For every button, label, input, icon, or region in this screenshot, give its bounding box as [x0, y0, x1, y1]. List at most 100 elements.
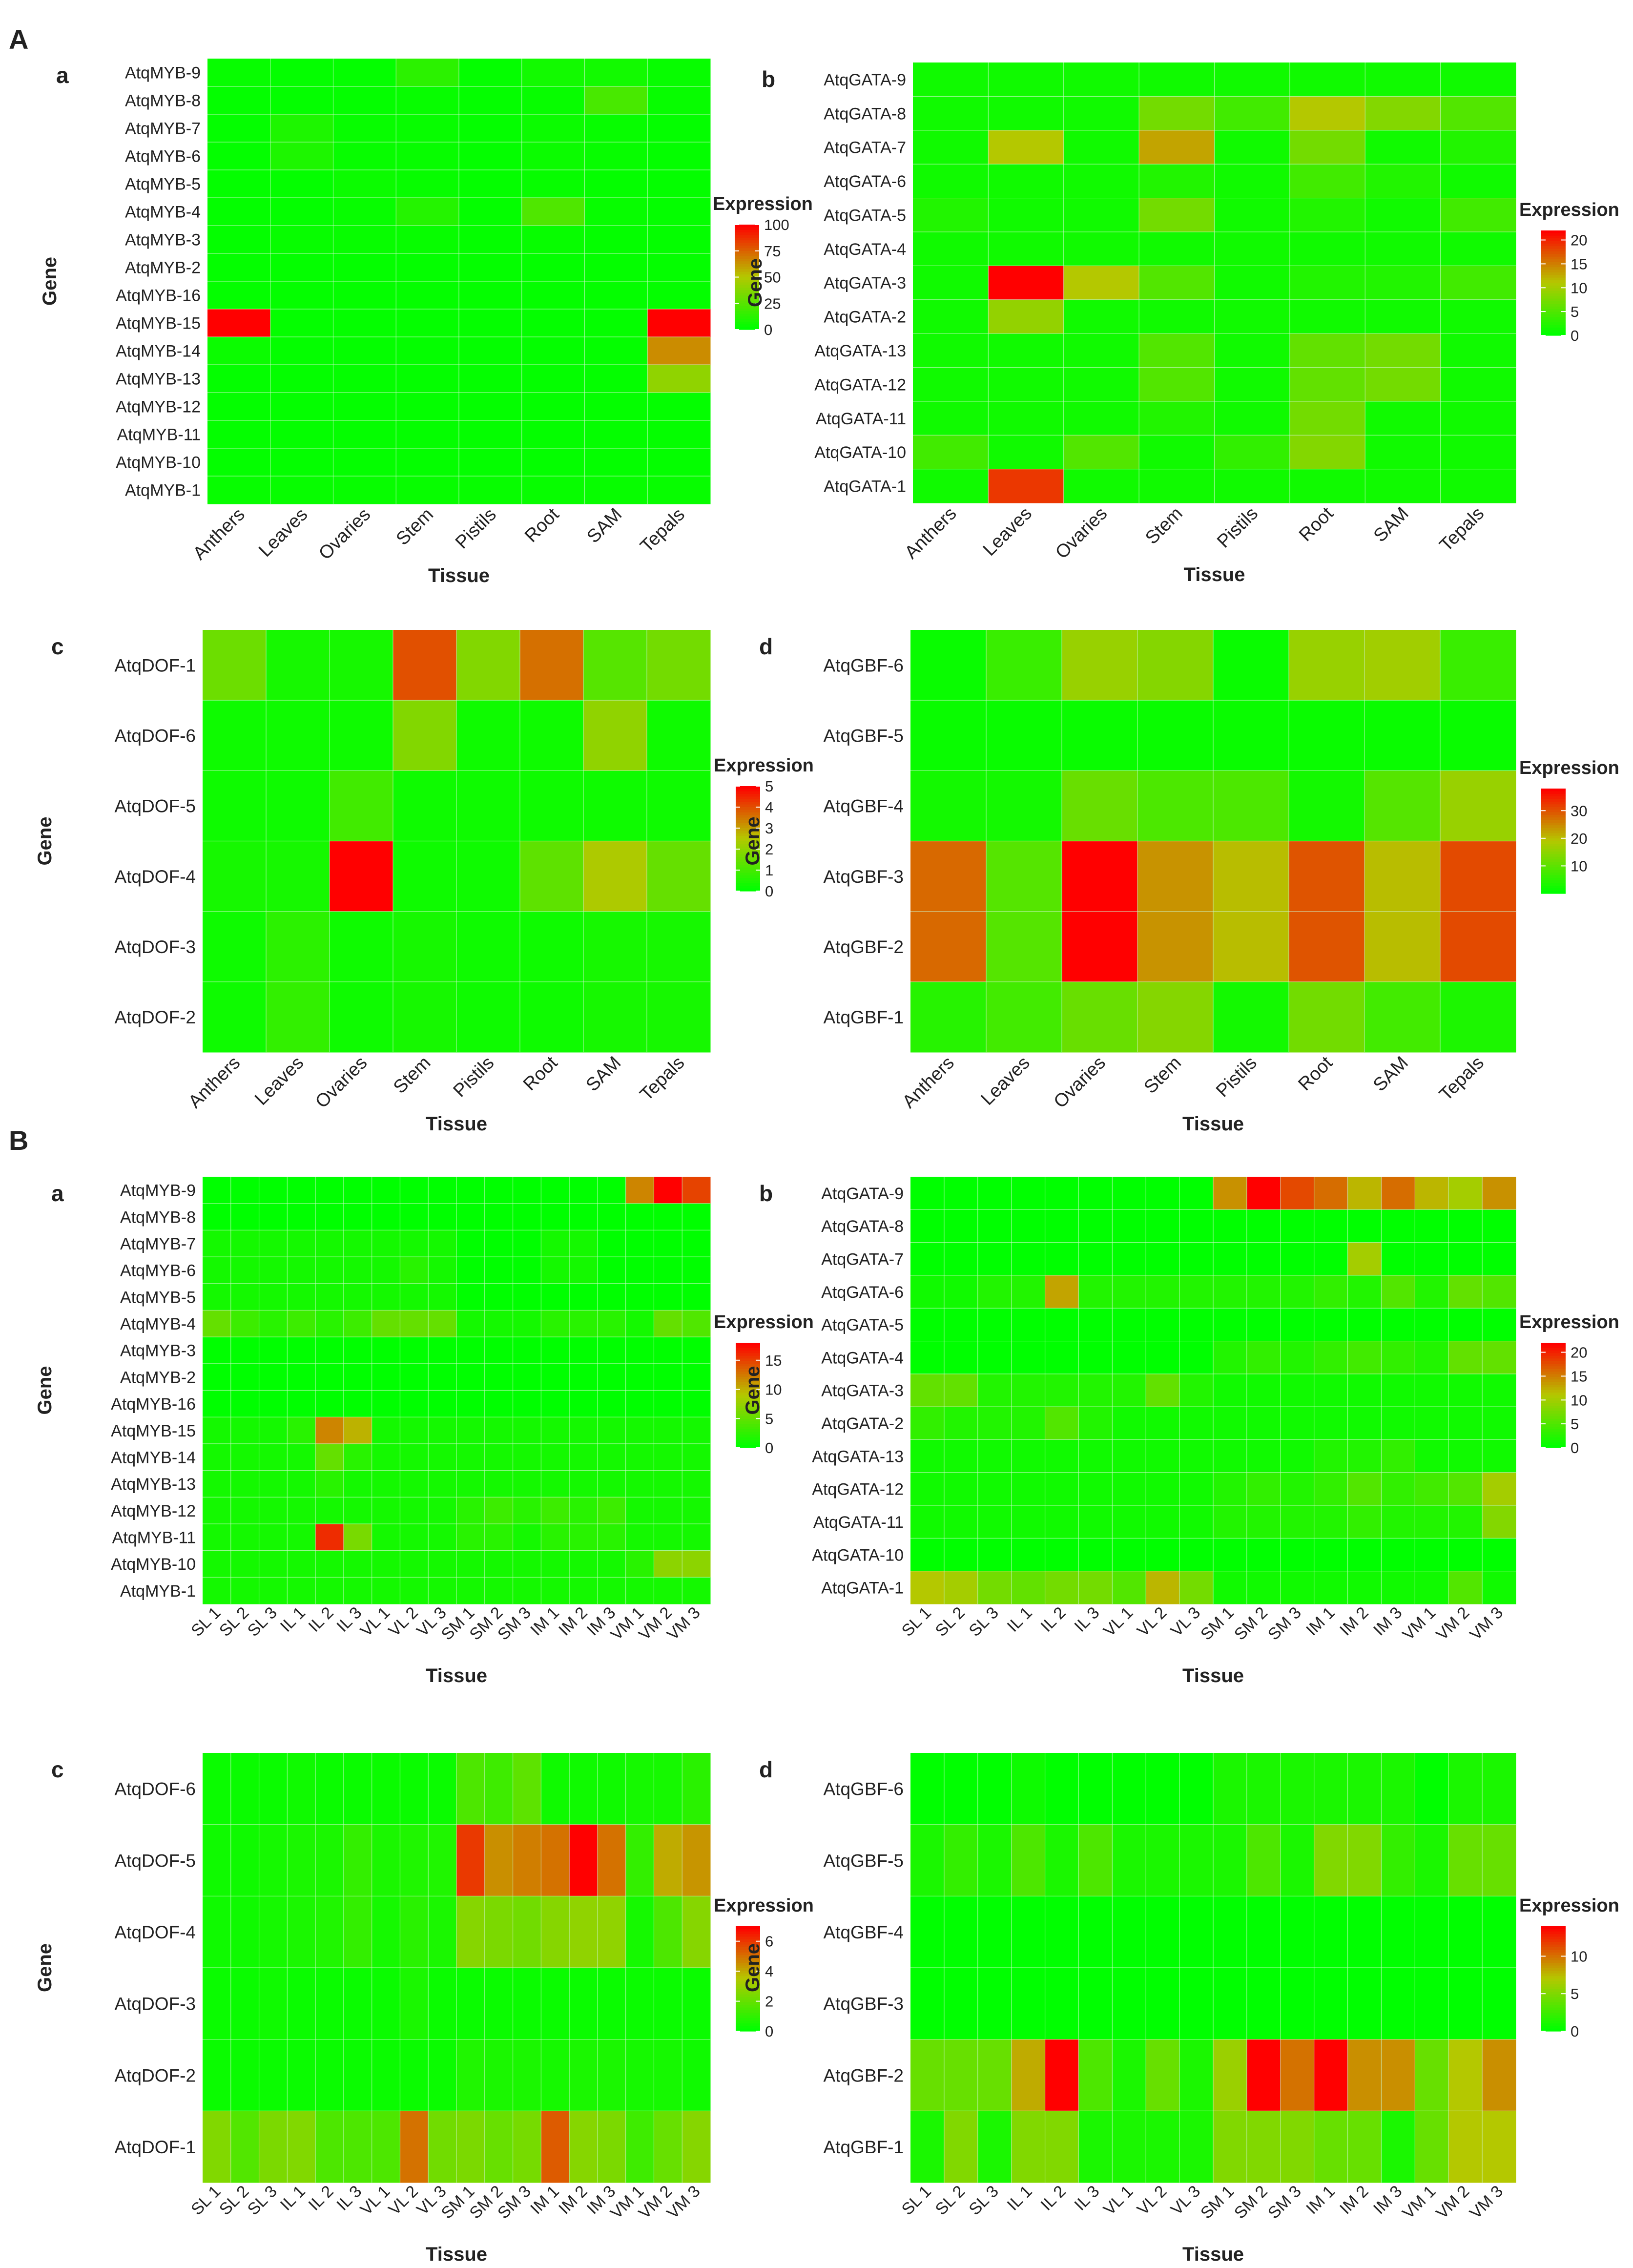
- heatmap-cell: [1381, 1373, 1415, 1407]
- legend-tick-label: 15: [1571, 255, 1587, 272]
- legend-color-step: [1541, 810, 1566, 812]
- heatmap-cell: [988, 299, 1064, 334]
- heatmap-cell: [625, 1577, 654, 1604]
- legend-color-step: [736, 1348, 760, 1351]
- heatmap-cell: [1063, 164, 1139, 199]
- heatmap-cell: [1448, 1472, 1483, 1506]
- legend-color-step: [735, 237, 759, 241]
- heatmap-cell: [270, 226, 333, 254]
- heatmap-cell: [1440, 367, 1516, 402]
- heatmap-cell: [1314, 1373, 1348, 1407]
- heatmap-cell: [1179, 1505, 1214, 1539]
- heatmap-cell: [521, 309, 585, 337]
- heatmap-cell: [456, 1550, 485, 1578]
- heatmap-cell: [456, 1390, 485, 1417]
- panel-bc: cAtqDOF-6AtqDOF-5AtqDOF-4AtqDOF-3AtqDOF-…: [34, 1753, 814, 2265]
- legend-tick-label: 5: [765, 1410, 773, 1427]
- heatmap-cell: [1440, 700, 1516, 771]
- heatmap-cell: [1448, 1505, 1483, 1539]
- heatmap-cell: [259, 1523, 288, 1551]
- x-axis-title: Tissue: [1184, 564, 1245, 585]
- legend-color-step: [736, 1345, 760, 1349]
- heatmap-cell: [333, 448, 396, 477]
- heatmap-cell: [1347, 1308, 1382, 1342]
- heatmap-cell: [393, 841, 457, 912]
- heatmap-cell: [1415, 1275, 1449, 1309]
- heatmap-cell: [428, 2111, 457, 2183]
- heatmap-cell: [1440, 770, 1516, 841]
- heatmap-cell: [1280, 1373, 1315, 1407]
- x-tick-label: SM 3: [1264, 2182, 1305, 2223]
- heatmap-cell: [977, 1538, 1012, 1572]
- heatmap-cell: [1448, 1407, 1483, 1440]
- x-tick-label: Anthers: [901, 503, 960, 563]
- heatmap-cell: [1011, 1275, 1046, 1309]
- heatmap-cell: [270, 365, 333, 393]
- heatmap-cell: [1011, 1177, 1046, 1210]
- heatmap-cell: [207, 281, 271, 310]
- heatmap-cell: [1440, 164, 1516, 199]
- heatmap-cell: [1347, 1407, 1382, 1440]
- heatmap-cell: [266, 841, 330, 912]
- legend-color-step: [1541, 1390, 1566, 1393]
- legend-color-step: [1541, 1942, 1566, 1945]
- heatmap-cell: [456, 700, 520, 771]
- heatmap-cell: [1314, 1571, 1348, 1604]
- legend-color-step: [1541, 1397, 1566, 1401]
- heatmap-cell: [521, 226, 585, 254]
- heatmap-cell: [456, 1417, 485, 1444]
- x-tick-label: VL 2: [385, 1603, 422, 1640]
- heatmap-cell: [459, 337, 522, 365]
- heatmap-cell: [584, 86, 648, 115]
- heatmap-cell: [1063, 266, 1139, 300]
- legend-color-step: [735, 309, 759, 312]
- heatmap-cell: [910, 1968, 945, 2040]
- heatmap-cell: [569, 2039, 598, 2111]
- legend-color-step: [1541, 1366, 1566, 1370]
- heatmap-cell: [333, 59, 396, 87]
- legend-color-step: [1541, 249, 1566, 252]
- heatmap-cell: [1440, 266, 1516, 300]
- heatmap-cell: [259, 1550, 288, 1578]
- heatmap-cell: [343, 1177, 372, 1204]
- heatmap-cell: [977, 1472, 1012, 1506]
- legend-color-step: [736, 870, 760, 873]
- legend-color-step: [1541, 852, 1566, 854]
- x-tick-label: Ovaries: [315, 504, 374, 564]
- heatmap-cell: [1063, 299, 1139, 334]
- heatmap-cell: [230, 1497, 260, 1524]
- legend-color-step: [736, 836, 760, 839]
- heatmap-cell: [456, 770, 520, 841]
- heatmap-cell: [203, 1203, 231, 1230]
- heatmap-cell: [944, 1968, 978, 2040]
- heatmap-cell: [1365, 164, 1441, 199]
- heatmap-cell: [315, 1283, 344, 1311]
- legend-color-step: [1541, 856, 1566, 860]
- heatmap-cell: [459, 142, 522, 170]
- heatmap-cell: [521, 114, 585, 143]
- heatmap-cell: [287, 1896, 316, 1968]
- heatmap-cell: [456, 1753, 485, 1825]
- heatmap-cell: [1246, 1242, 1281, 1276]
- y-tick-label: AtqGATA-12: [814, 375, 906, 394]
- heatmap-cell: [1448, 1242, 1483, 1276]
- y-tick-label: AtqGATA-6: [821, 1283, 904, 1302]
- legend-tick-label: 20: [1571, 830, 1587, 847]
- heatmap-cell: [1146, 1341, 1180, 1374]
- x-tick-label: SM 2: [1231, 2182, 1271, 2223]
- heatmap-cell: [1482, 1472, 1516, 1506]
- heatmap-cell: [625, 1443, 654, 1471]
- heatmap-cell: [396, 59, 459, 87]
- heatmap-cell: [910, 1538, 945, 1572]
- heatmap-cell: [1179, 1571, 1214, 1604]
- heatmap-cell: [1179, 1308, 1214, 1342]
- heatmap-cell: [484, 1968, 514, 2040]
- legend-color-step: [736, 1429, 760, 1433]
- heatmap-cell: [459, 59, 522, 87]
- x-tick-label: SM 1: [438, 2182, 478, 2223]
- heatmap-cell: [520, 911, 584, 982]
- legend-color-step: [1541, 870, 1566, 873]
- x-tick-label: SL 2: [932, 2182, 969, 2219]
- heatmap-cell: [1440, 841, 1516, 912]
- heatmap-cell: [1347, 1538, 1382, 1572]
